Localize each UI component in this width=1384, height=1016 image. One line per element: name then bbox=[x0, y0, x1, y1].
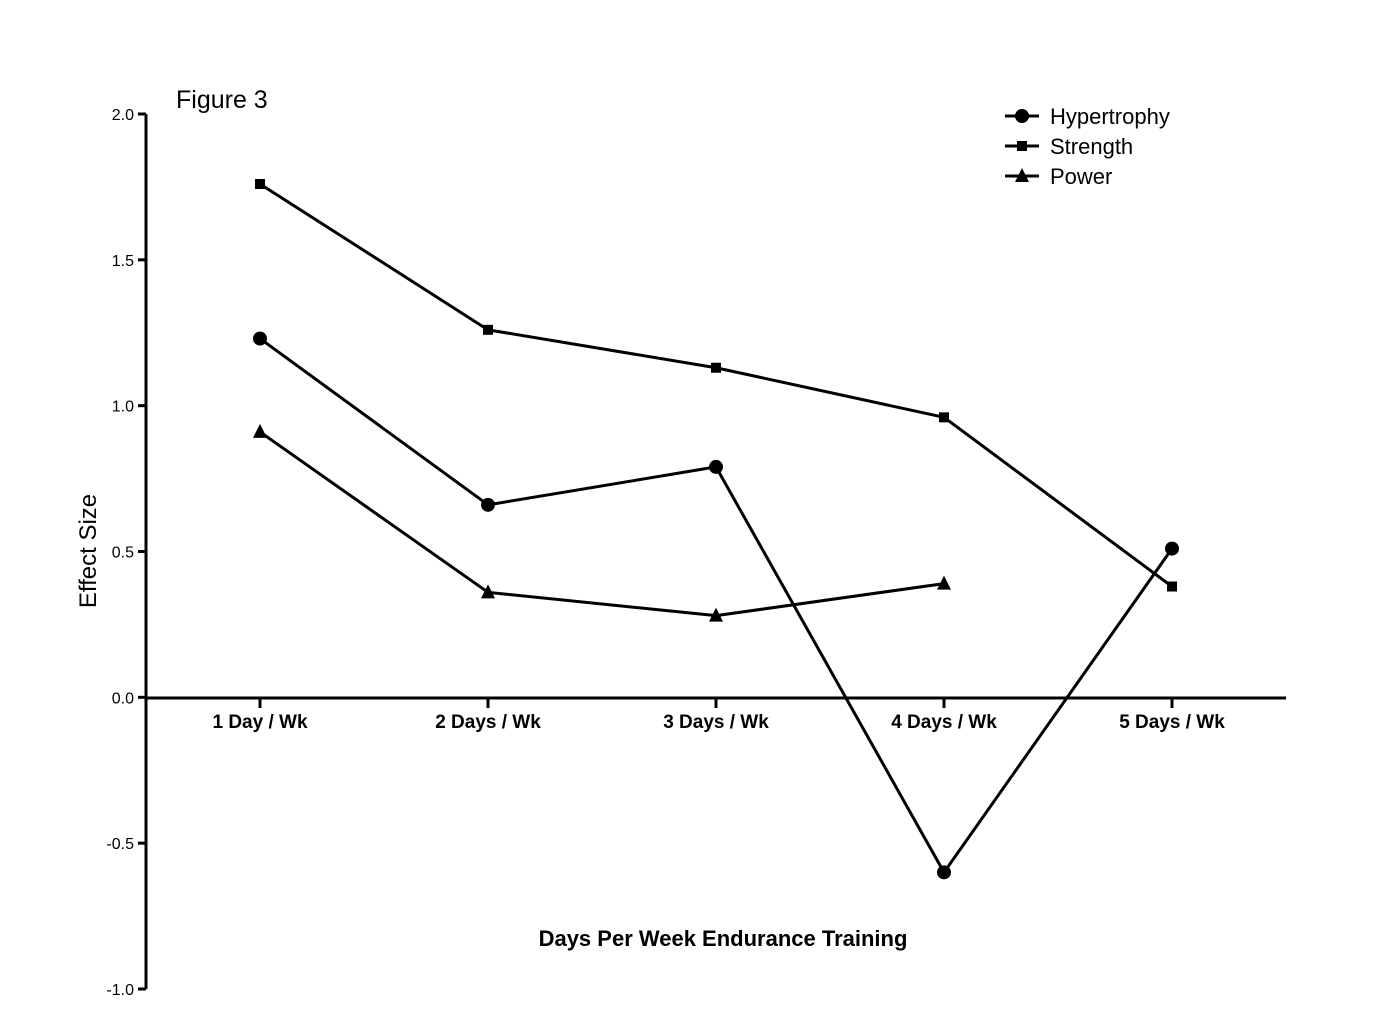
strength-point bbox=[939, 412, 949, 423]
legend-item-hypertrophy: Hypertrophy bbox=[1005, 104, 1170, 129]
y-tick-label: 0.5 bbox=[112, 545, 134, 562]
x-tick-label: 4 Days / Wk bbox=[891, 712, 997, 733]
series-strength bbox=[255, 179, 1177, 592]
y-axis-title: Effect Size bbox=[75, 494, 102, 608]
legend-square-marker bbox=[1017, 141, 1027, 151]
legend-label: Power bbox=[1050, 164, 1112, 189]
power-point bbox=[937, 575, 951, 590]
x-axis-title: Days Per Week Endurance Training bbox=[539, 926, 908, 951]
legend-label: Hypertrophy bbox=[1050, 104, 1170, 129]
hypertrophy-point bbox=[253, 331, 267, 346]
x-tick-label: 1 Day / Wk bbox=[212, 712, 307, 733]
hypertrophy-point bbox=[709, 459, 723, 474]
strength-point bbox=[1167, 581, 1177, 592]
axes bbox=[144, 114, 1286, 989]
y-tick-label: 1.5 bbox=[112, 253, 134, 270]
series-hypertrophy bbox=[253, 331, 1179, 880]
series-power bbox=[253, 423, 951, 622]
x-tick-label: 3 Days / Wk bbox=[663, 712, 769, 733]
hypertrophy-point bbox=[937, 865, 951, 880]
x-ticks: 1 Day / Wk 2 Days / Wk 3 Days / Wk 4 Days /… bbox=[212, 698, 1225, 733]
series-layer bbox=[253, 179, 1179, 880]
strength-line bbox=[259, 182, 1173, 588]
y-tick-label: 2.0 bbox=[112, 107, 134, 124]
strength-point bbox=[711, 362, 721, 373]
y-tick-label: -1.0 bbox=[106, 982, 134, 999]
x-tick-label: 5 Days / Wk bbox=[1119, 712, 1225, 733]
y-tick-label: 0.0 bbox=[112, 690, 134, 707]
power-point bbox=[481, 584, 495, 599]
y-tick-label: -0.5 bbox=[106, 836, 134, 853]
y-tick-label: 1.0 bbox=[112, 399, 134, 416]
legend-item-power: Power bbox=[1005, 164, 1112, 189]
hypertrophy-point bbox=[481, 497, 495, 512]
power-point bbox=[709, 607, 723, 622]
hypertrophy-point bbox=[1165, 541, 1179, 556]
strength-point bbox=[483, 324, 493, 335]
figure-label: Figure 3 bbox=[176, 86, 268, 114]
legend-circle-marker bbox=[1015, 109, 1029, 123]
power-line bbox=[259, 430, 945, 618]
legend-item-strength: Strength bbox=[1005, 134, 1133, 159]
x-tick-label: 2 Days / Wk bbox=[435, 712, 541, 733]
legend: Hypertrophy Strength Power bbox=[1005, 104, 1170, 189]
hypertrophy-line bbox=[259, 337, 1174, 874]
power-point bbox=[253, 423, 267, 438]
legend-triangle-marker bbox=[1015, 168, 1029, 182]
y-ticks: -1.0 -0.5 0.0 0.5 1.0 1.5 2.0 bbox=[106, 107, 146, 999]
legend-label: Strength bbox=[1050, 134, 1133, 159]
strength-point bbox=[255, 179, 265, 189]
